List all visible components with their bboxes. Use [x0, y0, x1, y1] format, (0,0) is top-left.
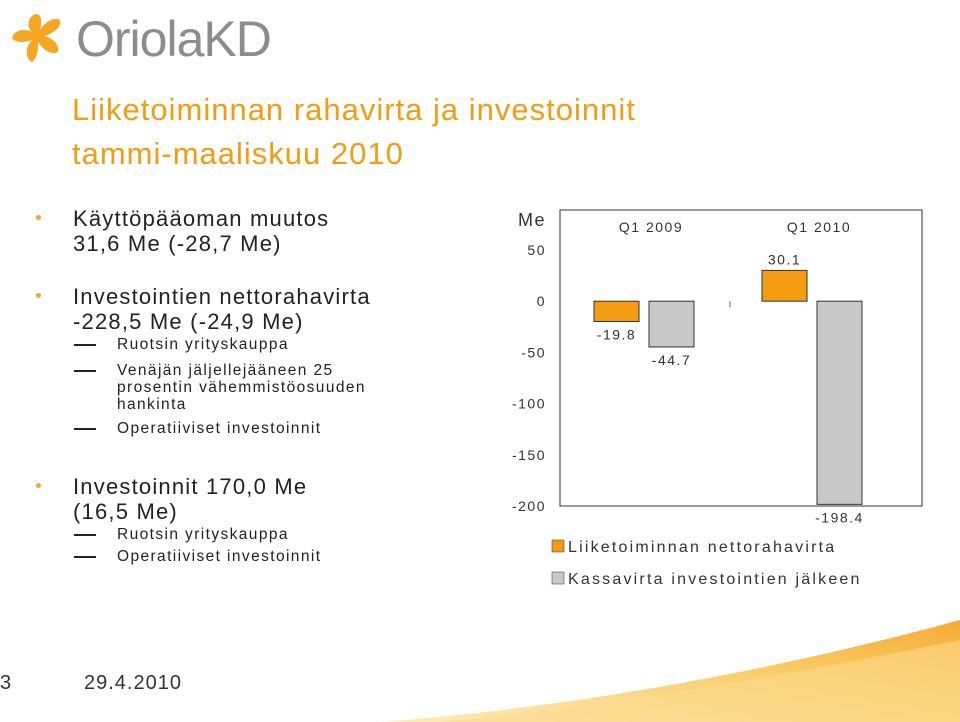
sub-line: Operatiiviset investoinnit — [117, 548, 322, 565]
page-title-line-2: tammi-maaliskuu 2010 — [72, 136, 404, 171]
y-unit-label: Me — [518, 210, 546, 230]
bar — [593, 300, 640, 322]
bullet-item: Investointien nettorahavirta -228,5 Me (… — [36, 284, 456, 334]
sub-bullet: Venäjän jäljellejääneen 25 prosentin väh… — [74, 362, 454, 416]
legend-label: Liiketoiminnan nettorahavirta — [568, 539, 836, 556]
dash-icon — [74, 370, 96, 372]
oriola-star-icon — [12, 14, 61, 62]
data-label: -44.7 — [652, 352, 691, 368]
dash-icon — [74, 556, 96, 558]
data-label: 30.1 — [768, 251, 801, 267]
bullet-line: (16,5 Me) — [73, 499, 178, 524]
y-tick-label: -150 — [512, 447, 546, 463]
dash-icon — [74, 344, 96, 346]
sub-line: Venäjän jäljellejääneen 25 — [117, 362, 334, 379]
legend-swatch — [551, 571, 565, 585]
y-tick-label: 50 — [527, 242, 546, 258]
sub-line: hankinta — [117, 396, 187, 413]
data-label: -198.4 — [815, 509, 864, 525]
legend-swatch — [551, 539, 565, 553]
bar — [761, 269, 808, 302]
bullet-item: Käyttöpääoman muutos 31,6 Me (-28,7 Me) — [36, 206, 456, 256]
decorative-swoosh — [380, 620, 960, 722]
sub-bullet: Ruotsin yrityskauppa — [74, 526, 454, 544]
sub-line: Ruotsin yrityskauppa — [117, 336, 289, 353]
sub-bullet: Operatiiviset investoinnit — [74, 548, 454, 566]
data-label: -19.8 — [597, 326, 636, 342]
y-tick-label: 0 — [537, 293, 546, 309]
sub-bullet: Operatiiviset investoinnit — [74, 420, 454, 438]
plot-frame — [559, 209, 923, 507]
sub-line: prosentin vähemmistöosuuden — [117, 379, 366, 396]
y-tick-label: -100 — [512, 396, 546, 412]
bullet-line: Käyttöpääoman muutos — [73, 206, 330, 231]
legend-label: Kassavirta investointien jälkeen — [568, 571, 862, 588]
bullet-line: Investointien nettorahavirta — [73, 284, 371, 309]
bullet-line: -228,5 Me (-24,9 Me) — [73, 309, 304, 334]
sub-line: Operatiiviset investoinnit — [117, 420, 322, 437]
bullet-item: Investoinnit 170,0 Me (16,5 Me) — [36, 474, 456, 524]
logo-text: OriolaKD — [76, 11, 272, 67]
bullet-dot-icon — [36, 483, 41, 488]
bar — [648, 300, 695, 348]
page-title-line-1: Liiketoiminnan rahavirta ja investoinnit — [72, 92, 636, 127]
bullet-dot-icon — [36, 215, 41, 220]
y-tick-label: -200 — [512, 498, 546, 514]
bullet-dot-icon — [36, 293, 41, 298]
x-category-label: Q1 2010 — [787, 219, 851, 235]
sub-line: Ruotsin yrityskauppa — [117, 526, 289, 543]
slide-number: 3 — [0, 672, 12, 694]
dash-icon — [74, 534, 96, 536]
y-tick-label: -50 — [521, 344, 546, 360]
cashflow-bar-chart: 50 0 -50 -100 -150 -200 Me Q1 2009 Q1 2010 -19.8 3… — [512, 209, 923, 588]
bullet-line: Investoinnit 170,0 Me — [73, 474, 308, 499]
footer-date: 29.4.2010 — [84, 672, 182, 694]
x-category-label: Q1 2009 — [619, 219, 683, 235]
bar — [816, 300, 863, 505]
dash-icon — [74, 428, 96, 430]
bullet-line: 31,6 Me (-28,7 Me) — [73, 231, 282, 256]
sub-bullet: Ruotsin yrityskauppa — [74, 336, 454, 354]
